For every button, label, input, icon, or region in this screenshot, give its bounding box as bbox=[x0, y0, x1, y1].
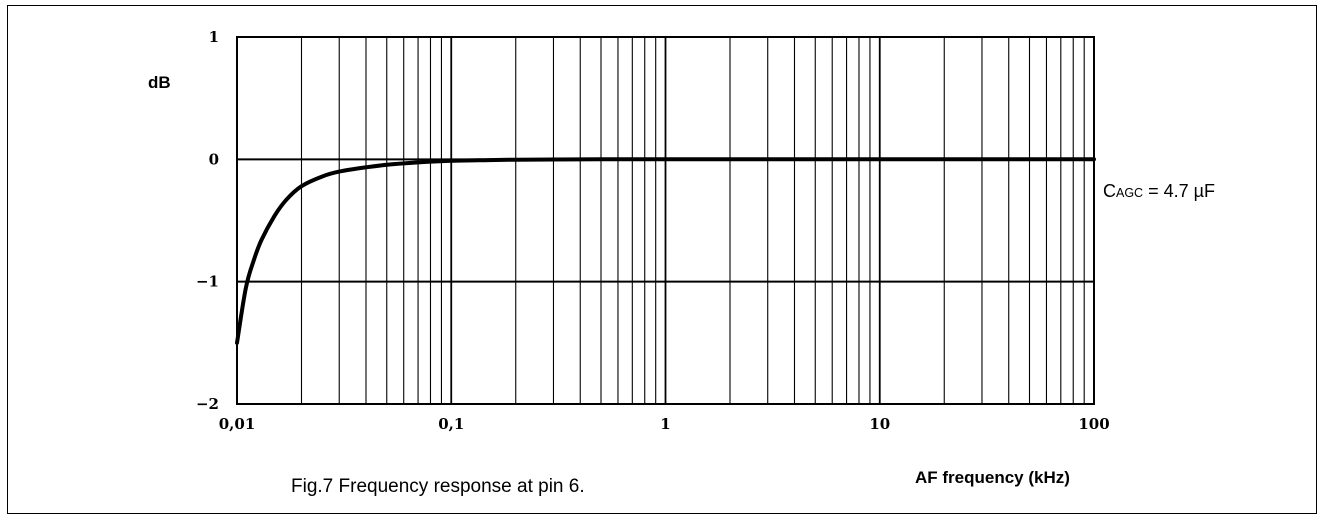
annotation-subscript: AGC bbox=[1116, 186, 1143, 200]
figure-frame bbox=[7, 5, 1317, 514]
y-tick-labels: 1 0 −1 −2 bbox=[196, 28, 219, 413]
x-tick-label: 1 bbox=[660, 415, 670, 433]
y-tick-label: −2 bbox=[196, 395, 219, 413]
x-tick-labels: 0,01 0,1 1 10 100 bbox=[219, 415, 1110, 433]
figure-caption: Fig.7 Frequency response at pin 6. bbox=[291, 476, 585, 497]
x-tick-label: 10 bbox=[869, 415, 890, 433]
y-axis-label: dB bbox=[148, 73, 171, 92]
capacitor-annotation: CAGC = 4.7 µF bbox=[1103, 181, 1215, 201]
grid-lines bbox=[237, 37, 1094, 404]
plot-area-border bbox=[236, 36, 1095, 405]
y-tick-label: 1 bbox=[209, 28, 219, 46]
y-tick-label: 0 bbox=[209, 150, 219, 168]
annotation-main: C bbox=[1103, 181, 1116, 201]
x-tick-label: 0,1 bbox=[438, 415, 464, 433]
x-tick-label: 0,01 bbox=[219, 415, 256, 433]
x-axis-label: AF frequency (kHz) bbox=[915, 468, 1070, 487]
y-tick-label: −1 bbox=[196, 273, 219, 291]
annotation-rest: = 4.7 µF bbox=[1143, 181, 1215, 201]
x-tick-label: 100 bbox=[1078, 415, 1109, 433]
series-line bbox=[235, 157, 1096, 345]
